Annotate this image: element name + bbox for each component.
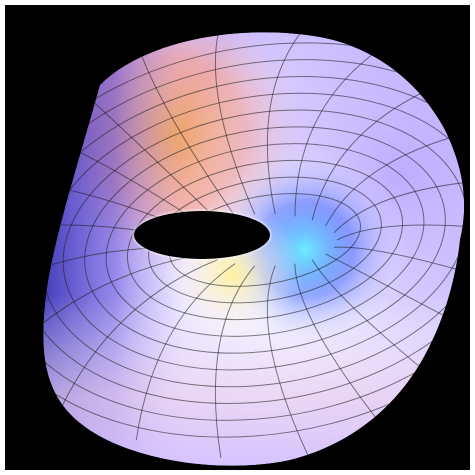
- grid-spoke-2: [334, 246, 465, 303]
- grid-ring-3: [126, 159, 404, 321]
- grid-spoke-5: [294, 263, 395, 441]
- grid-spoke-8: [135, 263, 236, 441]
- grid-spoke-18: [266, 32, 310, 215]
- grid-spoke-19: [294, 39, 395, 217]
- grid-ring-4: [105, 143, 425, 337]
- grid-spoke-3: [325, 253, 465, 360]
- surface: [43, 32, 465, 466]
- grid-ring-10: [43, 42, 465, 438]
- grid-spoke-22: [333, 177, 465, 234]
- grid-ring-7: [43, 92, 465, 388]
- grid-spoke-14: [43, 120, 205, 227]
- grid-ring-5: [84, 126, 446, 354]
- grid-spoke-1: [336, 224, 465, 241]
- grid-spoke-21: [325, 120, 465, 227]
- surface-render: [5, 5, 470, 470]
- grid-spoke-6: [266, 265, 310, 458]
- grid-spoke-9: [61, 259, 219, 407]
- grid-ring-9: [43, 59, 465, 421]
- grid-ring-8: [43, 75, 465, 405]
- surface-svg: [5, 5, 470, 470]
- hole-edge-highlight: [132, 209, 272, 261]
- grid-ring-2: [148, 176, 382, 304]
- grid-spoke-17: [214, 32, 256, 215]
- grid-ring-1: [169, 193, 361, 287]
- grid-spoke-7: [214, 265, 256, 458]
- grid-spoke-10: [43, 253, 205, 360]
- grid-lines: [43, 32, 465, 458]
- central-hole: [134, 211, 270, 259]
